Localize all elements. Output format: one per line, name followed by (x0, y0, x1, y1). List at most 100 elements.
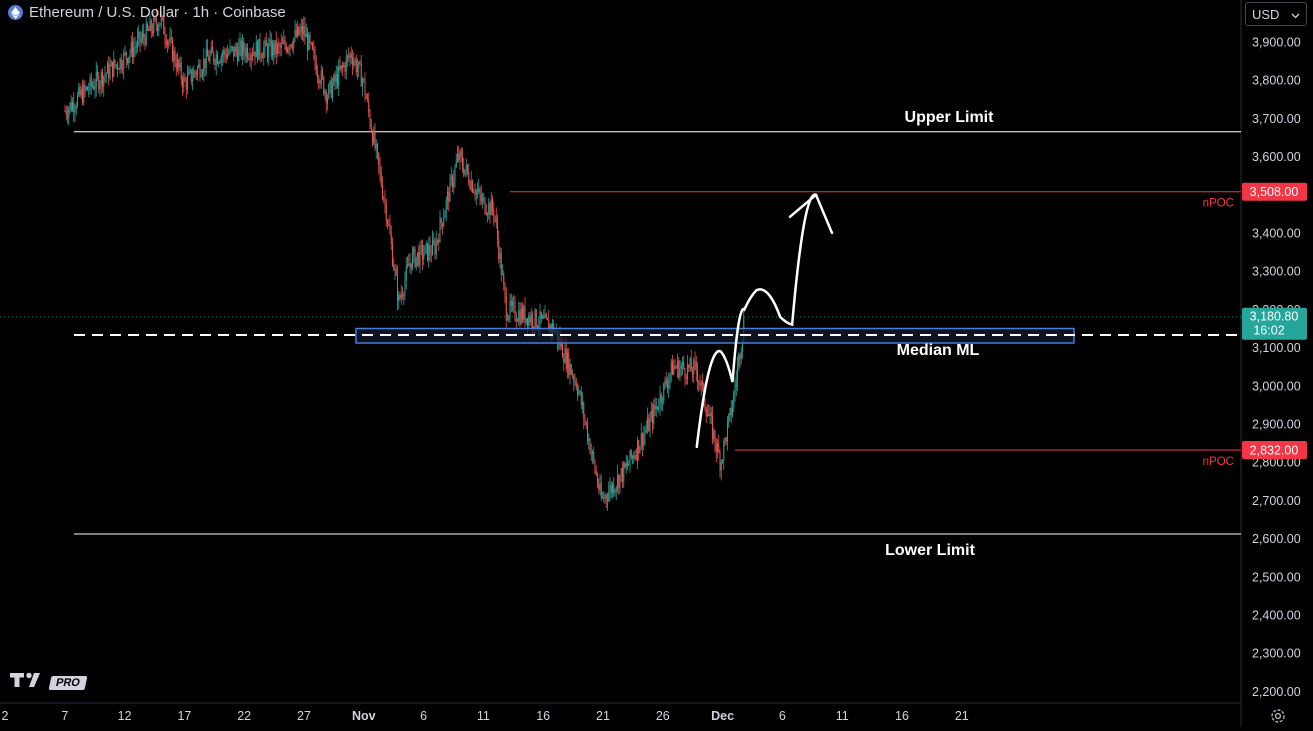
candle-body (65, 110, 67, 115)
gear-icon[interactable] (1268, 706, 1288, 726)
candle-body (488, 203, 490, 215)
candle-body (393, 265, 395, 270)
candle-body (320, 70, 322, 84)
candle-body (479, 188, 481, 196)
x-tick-label: 27 (297, 709, 311, 723)
currency-select[interactable]: USD (1245, 2, 1307, 26)
candle-body (199, 64, 201, 77)
y-tick-label: 3,300.00 (1252, 265, 1301, 279)
candle-body (524, 306, 526, 323)
candle-body (513, 302, 515, 304)
candle-body (452, 176, 453, 187)
candle-body (163, 16, 165, 35)
countdown-text: 16:02 (1253, 324, 1284, 338)
candle-body (247, 47, 248, 59)
npoc-label: nPOC (1203, 198, 1234, 210)
candle-body (602, 496, 603, 498)
candle-body (712, 416, 713, 439)
candle-body (355, 59, 357, 72)
candle-body (407, 264, 408, 267)
candle-body (708, 414, 710, 416)
candle-body (509, 300, 511, 317)
candle-body (198, 64, 200, 68)
candle-body (668, 380, 670, 388)
candle-body (595, 471, 597, 476)
candle-body (72, 102, 73, 111)
y-tick-label: 2,500.00 (1252, 570, 1301, 584)
candle-body (610, 485, 612, 493)
candle-body (638, 440, 640, 454)
candle-body (182, 79, 183, 88)
candle-body (415, 256, 417, 267)
candle-body (190, 69, 192, 82)
candle-body (689, 358, 691, 368)
candle-body (208, 56, 210, 62)
ethereum-icon (8, 5, 23, 20)
candle-body (645, 429, 647, 432)
candle-body (313, 49, 315, 52)
symbol-title[interactable]: Ethereum / U.S. Dollar · 1h · Coinbase (29, 4, 286, 21)
candle-body (579, 391, 581, 393)
candle-body (548, 319, 550, 332)
candle-body (234, 46, 236, 57)
candle-body (272, 43, 273, 57)
candle-body (142, 32, 143, 39)
candle-body (364, 79, 366, 96)
candle-body (137, 37, 138, 47)
candle-body (575, 381, 577, 389)
candle-body (339, 66, 341, 70)
candle-body (594, 460, 596, 472)
candle-body (242, 41, 243, 56)
candle-body (482, 198, 483, 202)
candle-body (218, 62, 220, 64)
candle-body (657, 406, 658, 409)
candle-body (494, 216, 496, 218)
candle-body (193, 70, 195, 78)
candle-body (593, 451, 595, 461)
candle-body (644, 431, 646, 435)
candle-body (450, 176, 452, 179)
candle-body (520, 308, 522, 324)
candle-body (225, 54, 227, 59)
candle-body (99, 84, 101, 90)
y-tick-label: 3,900.00 (1252, 36, 1301, 50)
candle-body (359, 61, 361, 64)
candle-body (82, 89, 83, 103)
candle-body (739, 354, 741, 360)
candle-body (93, 85, 95, 90)
candle-body (533, 326, 535, 328)
candle-body (568, 352, 570, 376)
candle-body (449, 178, 451, 202)
candle-body (685, 377, 687, 379)
candle-body (477, 190, 478, 192)
candle-body (70, 102, 72, 111)
candle-body (80, 89, 82, 96)
candle-body (629, 450, 631, 465)
candle-body (192, 77, 193, 82)
candle-body (298, 26, 300, 35)
candle-body (159, 23, 161, 27)
candle-body (180, 62, 182, 80)
candle-body (565, 348, 567, 369)
candle-body (265, 40, 267, 47)
candle-body (333, 75, 335, 85)
candle-body (517, 320, 518, 322)
y-tick-label: 3,600.00 (1252, 150, 1301, 164)
candle-body (388, 224, 390, 226)
candle-body (89, 77, 91, 90)
candle-body (440, 218, 442, 224)
candle-body (155, 17, 157, 26)
candle-body (240, 40, 242, 56)
candle-body (463, 167, 465, 175)
candle-body (113, 59, 115, 77)
x-tick-label: 17 (177, 709, 191, 723)
candle-body (370, 125, 372, 132)
candle-body (530, 314, 532, 323)
npoc-price-badge (1242, 440, 1307, 459)
candle-body (278, 44, 280, 46)
candle-body (164, 34, 166, 40)
candle-body (465, 164, 467, 170)
candle-body (723, 441, 725, 461)
candle-body (652, 411, 653, 424)
